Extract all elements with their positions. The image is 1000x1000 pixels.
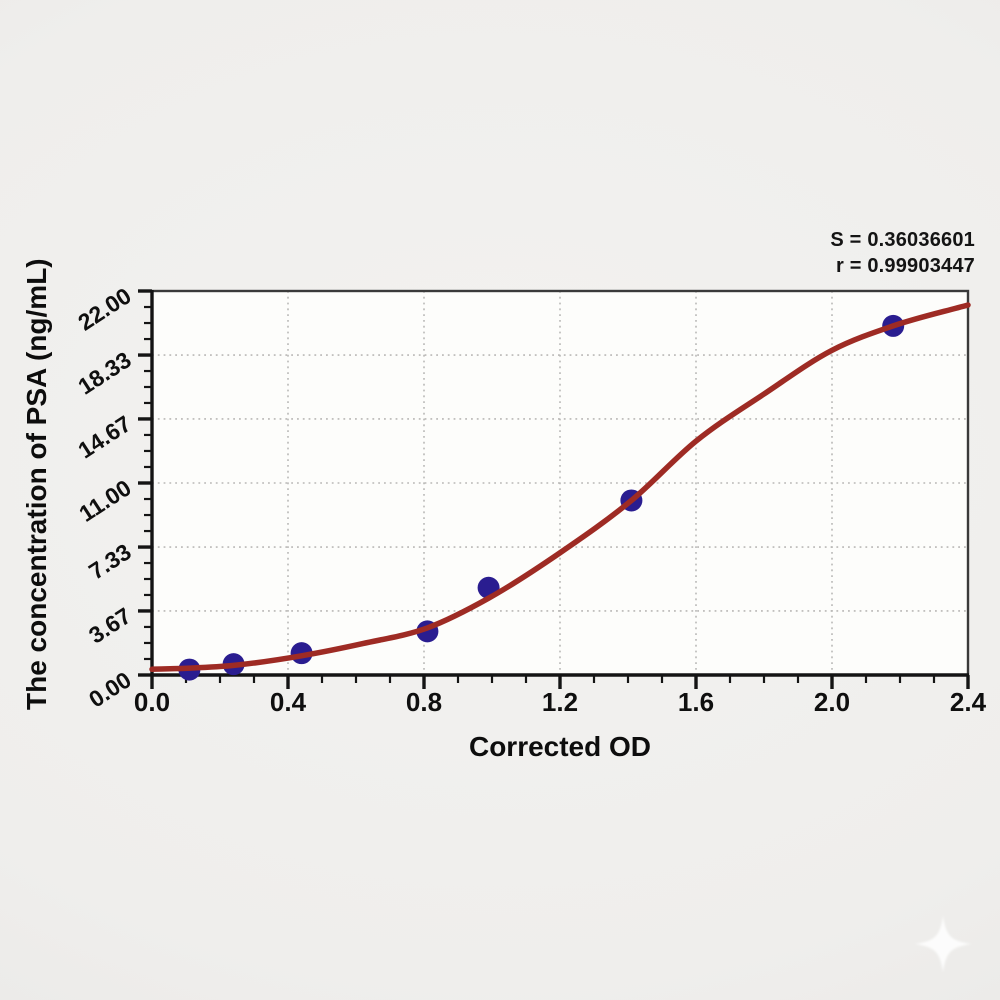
x-tick-label: 0.8 — [406, 687, 442, 717]
fit-statistics: S = 0.36036601 r = 0.99903447 — [830, 227, 975, 279]
x-tick-label: 0.4 — [270, 687, 307, 717]
y-tick-label: 14.67 — [73, 410, 135, 463]
y-tick-label: 7.33 — [84, 538, 136, 584]
gridlines — [152, 291, 968, 675]
y-tick-label: 11.00 — [74, 474, 135, 526]
x-tick-label: 1.6 — [678, 687, 714, 717]
y-tick-label: 3.67 — [84, 602, 136, 648]
x-axis-title: Corrected OD — [468, 731, 652, 762]
sparkle-icon — [915, 916, 971, 972]
y-tick-label: 18.33 — [73, 346, 135, 399]
r-value-text: r = 0.99903447 — [835, 255, 975, 277]
y-axis-title: The concentration of PSA (ng/mL) — [21, 258, 52, 710]
x-tick-label: 0.0 — [134, 687, 170, 717]
y-tick-label: 22.00 — [73, 282, 135, 335]
x-tick-label: 2.4 — [950, 687, 987, 717]
y-tick-label: 0.00 — [84, 666, 136, 712]
fit-curve — [149, 302, 971, 672]
x-tick-label: 2.0 — [814, 687, 850, 717]
x-tick-label: 1.2 — [542, 687, 578, 717]
s-value-text: S = 0.36036601 — [830, 229, 975, 251]
